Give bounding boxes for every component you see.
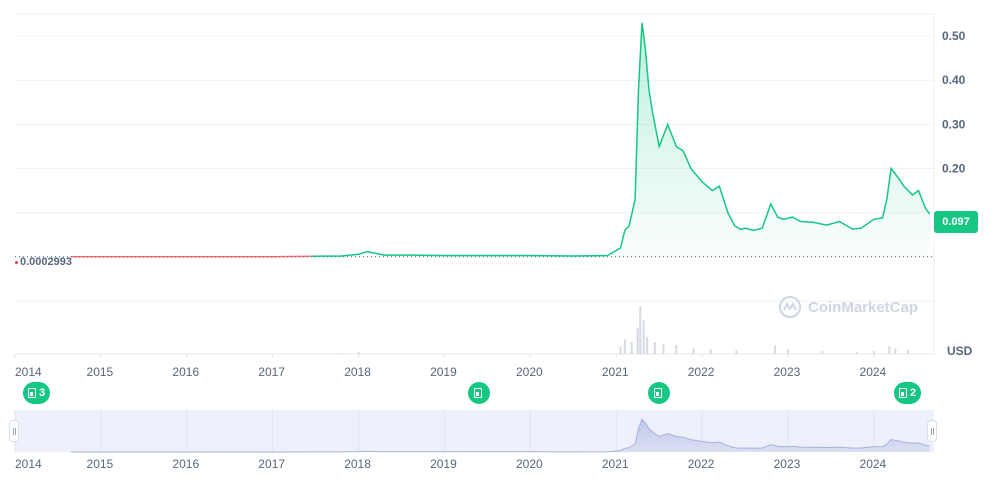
price-line-below-start xyxy=(70,255,312,258)
volume-bar xyxy=(821,351,824,354)
x-tick-label: 2024 xyxy=(860,365,887,379)
volume-bar xyxy=(646,337,649,354)
watermark-text: CoinMarketCap xyxy=(808,298,919,316)
coinmarketcap-logo-icon xyxy=(778,295,802,319)
news-marker-2021[interactable] xyxy=(648,382,670,404)
coinmarketcap-watermark: CoinMarketCap xyxy=(778,293,918,321)
volume-bar xyxy=(357,351,360,354)
current-price-tag: 0.097 xyxy=(934,211,978,233)
volume-bar xyxy=(872,351,875,354)
volume-bar xyxy=(774,345,777,354)
navigator-tick-label: 2023 xyxy=(774,457,801,471)
news-count: 3 xyxy=(39,387,46,399)
navigator-area xyxy=(70,419,930,452)
volume-bar xyxy=(894,348,897,354)
x-tick-label: 2019 xyxy=(430,365,457,379)
navigator-tick-label: 2016 xyxy=(172,457,199,471)
start-price-label: 0.0002993 xyxy=(20,256,72,268)
volume-bar xyxy=(709,349,712,354)
news-marker-2014[interactable]: 3 xyxy=(23,382,51,404)
navigator-tick-label: 2024 xyxy=(860,457,887,471)
navigator-tick-label: 2022 xyxy=(688,457,715,471)
y-tick-label: 0.20 xyxy=(942,162,966,176)
volume-bar xyxy=(662,344,665,354)
navigator-background xyxy=(15,410,934,452)
y-tick-label: 0.50 xyxy=(942,29,966,43)
document-icon xyxy=(473,388,482,398)
volume-bar xyxy=(636,327,639,354)
x-tick-label: 2015 xyxy=(87,365,114,379)
volume-bar xyxy=(642,320,645,354)
x-tick-label: 2020 xyxy=(516,365,543,379)
navigator-tick-label: 2014 xyxy=(15,457,42,471)
news-count: 2 xyxy=(910,387,917,399)
x-tick-label: 2022 xyxy=(688,365,715,379)
y-tick-label: 0.30 xyxy=(942,117,966,131)
navigator-line xyxy=(70,418,930,453)
navigator-tick-label: 2015 xyxy=(87,457,114,471)
navigator-tick-label: 2017 xyxy=(258,457,285,471)
price-line xyxy=(311,22,931,257)
x-tick-label: 2018 xyxy=(344,365,371,379)
news-marker-2019[interactable] xyxy=(468,382,490,404)
volume-bar xyxy=(735,350,738,354)
y-axis: 0.50 0.40 0.30 0.20 xyxy=(942,29,966,175)
volume-bar xyxy=(786,349,789,354)
x-tick-label: 2016 xyxy=(172,365,199,379)
x-tick-label: 2021 xyxy=(602,365,629,379)
news-marker-2024[interactable]: 2 xyxy=(894,382,922,404)
x-tick-label: 2023 xyxy=(774,365,801,379)
start-price-dot xyxy=(15,261,18,264)
navigator-right-handle[interactable] xyxy=(927,420,937,442)
document-icon xyxy=(28,388,36,398)
volume-bar xyxy=(639,306,642,354)
price-area xyxy=(70,22,931,258)
volume-bars xyxy=(340,306,910,354)
price-area-fill xyxy=(70,22,930,257)
document-icon xyxy=(899,388,907,398)
volume-bar xyxy=(630,342,633,354)
x-axis: 2014 2015 2016 2017 2018 2019 2020 2021 2022 2023… xyxy=(14,354,887,379)
volume-bar xyxy=(340,353,343,354)
document-icon xyxy=(653,388,662,398)
navigator-tick-label: 2018 xyxy=(344,457,371,471)
navigator-tick-label: 2021 xyxy=(602,457,629,471)
y-tick-label: 0.40 xyxy=(942,73,966,87)
navigator-left-handle[interactable] xyxy=(9,420,19,442)
x-tick-label: 2014 xyxy=(15,365,42,379)
currency-label: USD xyxy=(947,344,973,358)
volume-bar xyxy=(692,348,695,354)
navigator-tick-label: 2019 xyxy=(430,457,457,471)
range-navigator[interactable]: 2014 2015 2016 2017 2018 2019 2020 2021 2022 2023… xyxy=(14,410,934,471)
x-tick-label: 2017 xyxy=(258,365,285,379)
volume-bar xyxy=(675,345,678,354)
navigator-tick-label: 2020 xyxy=(516,457,543,471)
volume-bar xyxy=(888,346,891,354)
volume-bar xyxy=(855,351,858,354)
volume-bar xyxy=(907,350,910,354)
volume-bar xyxy=(619,346,622,354)
volume-bar xyxy=(653,342,656,354)
volume-bar xyxy=(623,339,626,354)
